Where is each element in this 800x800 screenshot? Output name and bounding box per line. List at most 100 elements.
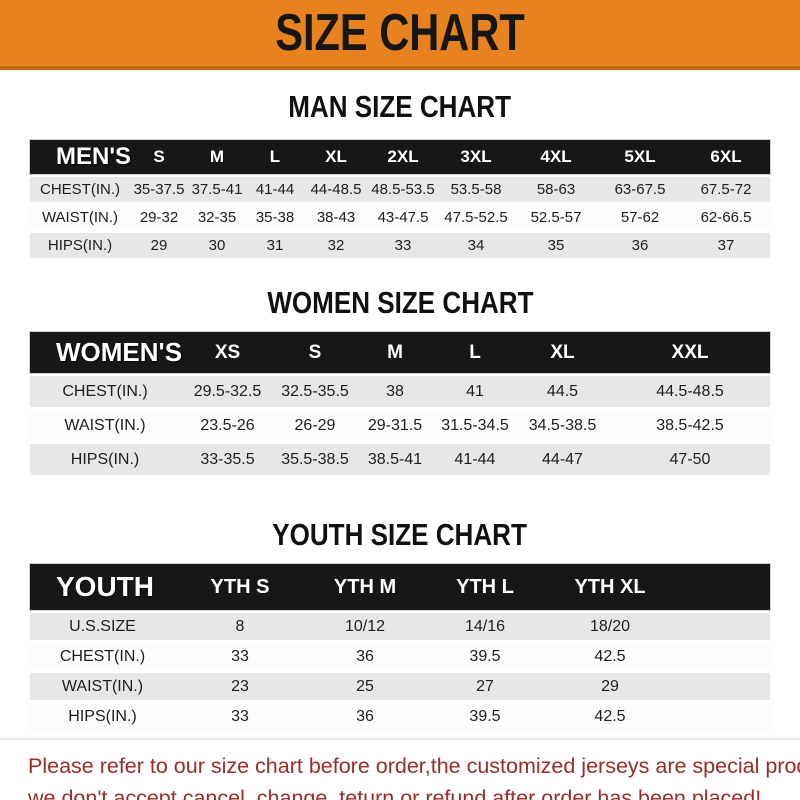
size-cell: 26-29 bbox=[294, 416, 336, 434]
row-label: CHEST(IN.) bbox=[59, 647, 146, 665]
section-title-youth: YOUTH SIZE CHART bbox=[0, 475, 800, 552]
size-cell: 36 bbox=[356, 647, 374, 665]
size-cell: 39.5 bbox=[469, 707, 501, 725]
section-title-text: YOUTH SIZE CHART bbox=[272, 517, 528, 552]
size-cell: 33 bbox=[394, 237, 412, 254]
column-header: XL bbox=[550, 341, 575, 363]
column-header: XS bbox=[214, 341, 241, 363]
column-header: M bbox=[387, 341, 403, 363]
table-row: HIPS(IN.) 33-35.5 35.5-38.5 38.5-41 41-44 44-… bbox=[30, 444, 770, 475]
size-cell: 44-48.5 bbox=[310, 181, 362, 198]
size-cell: 58-63 bbox=[536, 181, 576, 198]
column-header: S bbox=[153, 147, 165, 166]
table-row: CHEST(IN.) 33 36 39.5 42.5 bbox=[30, 643, 770, 670]
size-cell: 31.5-34.5 bbox=[441, 416, 509, 434]
column-header: YTH L bbox=[456, 575, 514, 598]
size-cell: 32.5-35.5 bbox=[281, 382, 349, 400]
size-cell: 35 bbox=[547, 237, 565, 254]
size-cell: 31 bbox=[266, 237, 284, 254]
size-cell: 29-31.5 bbox=[367, 416, 423, 434]
column-header: YTH S bbox=[210, 575, 270, 598]
table-row: HIPS(IN.) 29 30 31 32 33 34 35 36 37 bbox=[30, 233, 770, 258]
size-cell: 38.5-42.5 bbox=[656, 416, 724, 434]
column-header: 4XL bbox=[540, 147, 572, 166]
size-cell: 29 bbox=[601, 677, 619, 695]
table-header-label: YOUTH bbox=[56, 571, 154, 602]
size-cell: 25 bbox=[356, 677, 374, 695]
size-cell: 30 bbox=[208, 237, 226, 254]
section-title-women: WOMEN SIZE CHART bbox=[0, 258, 800, 320]
section-title-text: WOMEN SIZE CHART bbox=[266, 285, 534, 320]
size-table-youth: YOUTH YTH S YTH M YTH L YTH XL U.S.SIZE 8 10/12… bbox=[30, 564, 770, 730]
size-cell: 38 bbox=[386, 382, 404, 400]
sections-container: MAN SIZE CHART MEN'S S M L XL 2XL 3XL 4XL 5XL 6XL C… bbox=[0, 70, 800, 730]
size-cell: 35-37.5 bbox=[133, 181, 185, 198]
table-row: WAIST(IN.) 23.5-26 26-29 29-31.5 31.5-34.5 34… bbox=[30, 410, 770, 441]
section-title-man: MAN SIZE CHART bbox=[0, 70, 800, 124]
size-cell: 14/16 bbox=[464, 617, 506, 635]
size-cell: 43-47.5 bbox=[377, 209, 429, 226]
row-label: HIPS(IN.) bbox=[68, 707, 137, 725]
size-cell: 32 bbox=[327, 237, 345, 254]
size-cell: 10/12 bbox=[344, 617, 386, 635]
size-cell: 44.5 bbox=[546, 382, 579, 400]
size-cell: 62-66.5 bbox=[700, 209, 752, 226]
footer-line-2: we don't accept cancel, change, teturn o… bbox=[28, 786, 762, 800]
size-cell: 37 bbox=[717, 237, 735, 254]
table-row: HIPS(IN.) 33 36 39.5 42.5 bbox=[30, 703, 770, 730]
size-cell: 29 bbox=[150, 237, 168, 254]
size-cell: 53.5-58 bbox=[450, 181, 502, 198]
banner-title: SIZE CHART bbox=[275, 4, 525, 62]
column-header: XXL bbox=[671, 341, 709, 363]
banner: SIZE CHART bbox=[0, 0, 800, 70]
row-label: WAIST(IN.) bbox=[61, 677, 144, 695]
footer-note: Please refer to our size chart before or… bbox=[0, 738, 800, 800]
size-cell: 35.5-38.5 bbox=[281, 450, 349, 468]
size-cell: 47.5-52.5 bbox=[444, 209, 508, 226]
row-label: CHEST(IN.) bbox=[40, 181, 120, 198]
size-table-man: MEN'S S M L XL 2XL 3XL 4XL 5XL 6XL CHEST(IN.) 35-37… bbox=[30, 140, 770, 258]
column-header: 6XL bbox=[710, 147, 742, 166]
size-cell: 41-44 bbox=[255, 181, 295, 198]
size-cell: 23.5-26 bbox=[200, 416, 255, 434]
table-row: WAIST(IN.) 29-32 32-35 35-38 38-43 43-47.5 47.… bbox=[30, 205, 770, 230]
size-cell: 48.5-53.5 bbox=[371, 181, 435, 198]
table-row: CHEST(IN.) 35-37.5 37.5-41 41-44 44-48.5 48.5… bbox=[30, 177, 770, 202]
column-header: YTH XL bbox=[574, 575, 646, 598]
table-row: CHEST(IN.) 29.5-32.5 32.5-35.5 38 41 44.5 44.5… bbox=[30, 376, 770, 407]
size-cell: 34 bbox=[467, 237, 485, 254]
column-header: L bbox=[269, 147, 281, 166]
size-cell: 34.5-38.5 bbox=[528, 416, 597, 434]
size-cell: 42.5 bbox=[594, 647, 626, 665]
table-header-label: WOMEN'S bbox=[56, 337, 183, 367]
table-header-label: MEN'S bbox=[56, 143, 132, 170]
column-header: XL bbox=[325, 147, 347, 166]
size-cell: 33-35.5 bbox=[200, 450, 255, 468]
size-cell: 29.5-32.5 bbox=[193, 382, 262, 400]
size-cell: 44-47 bbox=[542, 450, 583, 468]
size-cell: 38.5-41 bbox=[367, 450, 423, 468]
table-header-bar: WOMEN'S XS S M L XL XXL bbox=[30, 332, 770, 373]
size-cell: 47-50 bbox=[669, 450, 711, 468]
table-row: WAIST(IN.) 23 25 27 29 bbox=[30, 673, 770, 700]
column-header: 5XL bbox=[624, 147, 656, 166]
size-cell: 8 bbox=[235, 617, 245, 635]
section-title-text: MAN SIZE CHART bbox=[288, 89, 512, 124]
column-header: 2XL bbox=[387, 147, 419, 166]
size-table-women: WOMEN'S XS S M L XL XXL CHEST(IN.) 29.5-32.5 32.5… bbox=[30, 332, 770, 475]
table-header-bar: YOUTH YTH S YTH M YTH L YTH XL bbox=[30, 564, 770, 610]
size-cell: 36 bbox=[631, 237, 649, 254]
size-cell: 38-43 bbox=[316, 209, 356, 226]
row-label: HIPS(IN.) bbox=[47, 237, 113, 254]
row-label: WAIST(IN.) bbox=[64, 416, 146, 434]
size-cell: 27 bbox=[476, 677, 494, 695]
size-cell: 36 bbox=[356, 707, 374, 725]
size-cell: 42.5 bbox=[594, 707, 626, 725]
row-label: U.S.SIZE bbox=[69, 617, 136, 635]
size-cell: 35-38 bbox=[255, 209, 295, 226]
size-cell: 57-62 bbox=[620, 209, 660, 226]
size-cell: 32-35 bbox=[197, 209, 237, 226]
size-cell: 63-67.5 bbox=[614, 181, 666, 198]
table-header-bar: MEN'S S M L XL 2XL 3XL 4XL 5XL 6XL bbox=[30, 140, 770, 174]
row-label: WAIST(IN.) bbox=[41, 209, 119, 226]
